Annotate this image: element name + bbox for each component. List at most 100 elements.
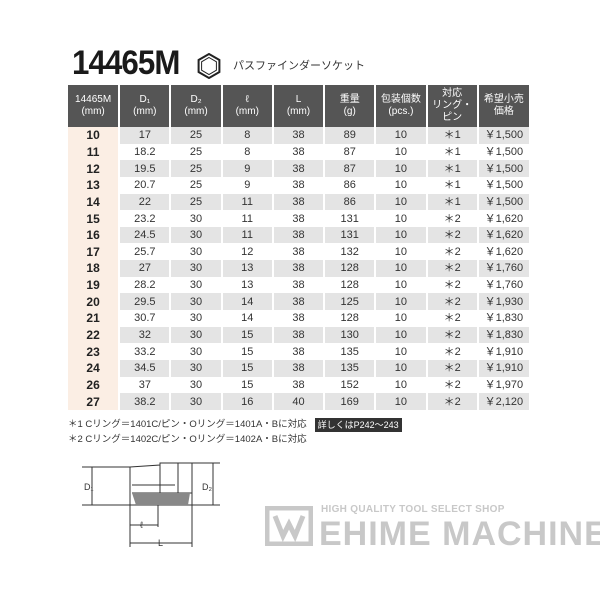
table-cell: 10 [375,193,428,211]
L-label: L [158,538,163,548]
d1-label: D₁ [84,482,94,492]
table-cell: 9 [221,160,274,177]
table-row: 15 23.2 30 11 38 131 10 ＊2 ￥1,620 [68,210,529,227]
table-cell: ＊2 [426,276,479,294]
spec-table: 14465M (mm) D₁ (mm) D₂ (mm) ℓ (mm) L (mm) 重量 (g) 包装個… [68,85,529,410]
table-cell: ￥1,970 [484,378,524,391]
table-row: 16 24.5 30 11 38 131 10 ＊2 ￥1,620 [68,226,529,244]
table-cell: 30 [170,226,223,244]
table-cell: ＊1 [426,193,479,211]
logo-mark-icon [265,506,313,546]
table-cell: 30 [170,310,223,327]
table-cell: 10 [375,359,428,377]
table-cell: 25 [170,193,223,211]
table-cell: 12 [221,243,274,261]
table-cell: 13 [221,260,274,277]
table-cell: 9 [221,176,274,194]
footnote-1: ＊1 Cリング＝1401C/ピン・Oリング＝1401A・Bに対応 [68,419,307,430]
table-row: 17 25.7 30 12 38 132 10 ＊2 ￥1,620 [68,243,529,261]
table-cell: 28.2 [119,276,172,294]
table-cell: ￥1,500 [477,193,529,211]
table-cell: 10 [375,293,428,311]
table-cell: ￥1,830 [477,326,529,344]
table-cell: 10 [375,326,428,344]
l-label: ℓ [140,520,144,530]
hexagon-socket-icon [197,53,221,79]
table-cell: 30 [170,393,223,410]
column-header: 希望小売 価格 [477,85,529,127]
size-cell: 19 [68,276,121,294]
table-cell: 38 [272,176,326,194]
table-cell: ￥1,620 [477,226,529,244]
table-cell: 10 [375,393,428,410]
table-cell: 8 [221,143,274,161]
column-header-line: (g) [343,106,356,117]
column-header: 包装個数 (pcs.) [375,85,428,127]
table-cell: 38 [272,193,326,211]
table-cell: 10 [375,143,428,161]
table-row: 11 18.2 25 8 38 87 10 ＊1 ￥1,500 [68,143,529,161]
size-cell: 27 [68,393,121,410]
table-cell: 38 [272,143,326,161]
table-cell: 30 [170,376,223,394]
table-cell: 15 [221,326,274,344]
table-cell: 10 [375,243,428,261]
column-header-line: (mm) [235,106,259,117]
size-cell: 20 [68,293,121,311]
table-cell: 10 [375,310,428,327]
table-cell: 17 [119,127,172,144]
column-header-line: 14465M [75,94,112,105]
table-cell: 135 [324,359,377,377]
table-cell: 40 [272,393,326,410]
size-cell: 22 [68,326,121,344]
table-cell: 15 [221,359,274,377]
column-header: 重量 (g) [324,85,377,127]
column-header-line: (mm) [133,106,157,117]
table-cell: ￥1,500 [484,179,524,192]
page-reference-badge: 詳しくはP242～243 [314,418,402,432]
table-cell: 30 [170,276,223,294]
table-cell: 13 [221,276,274,294]
footnote-2: ＊2 Cリング＝1402C/ピン・Oリング＝1402A・Bに対応 [68,434,307,445]
column-header-line: (mm) [184,106,208,117]
table-cell: 22 [119,193,172,211]
socket-dimension-diagram: D₁ D₂ ℓ L [82,462,220,548]
table-cell: 10 [375,160,428,177]
column-header-line: リング・ピン [432,100,473,123]
table-cell: 14 [221,293,274,311]
table-cell: ￥1,910 [477,359,529,377]
column-header-line: 重量 [339,94,360,105]
table-cell: 130 [324,326,377,344]
table-cell: 34.5 [119,359,172,377]
table-cell: 10 [375,127,428,144]
table-cell: ＊2 [426,210,479,227]
table-row: 21 30.7 30 14 38 128 10 ＊2 ￥1,830 [68,310,529,327]
column-header-line: (mm) [81,106,105,117]
table-cell: 8 [221,127,274,144]
table-cell: 11 [221,210,274,227]
table-cell: ＊2 [426,359,479,377]
table-cell: ＊2 [426,243,479,261]
size-cell: 26 [68,376,121,394]
table-row: 27 38.2 30 16 40 169 10 ＊2 ￥2,120 [68,393,529,410]
table-row: 26 37 30 15 38 152 10 ＊2 ￥1,970 [68,376,529,394]
table-cell: 16 [221,393,274,410]
table-cell: 131 [324,226,377,244]
table-cell: ＊2 [426,376,479,394]
table-row: 10 17 25 8 38 89 10 ＊1 ￥1,500 [68,127,529,144]
table-cell: 30 [170,326,223,344]
table-cell: ￥1,760 [477,260,529,277]
table-cell: 25 [170,160,223,177]
table-cell: 38.2 [119,393,172,410]
table-cell: ￥1,930 [477,293,529,311]
table-cell: 37 [119,376,172,394]
column-header: ℓ (mm) [221,85,274,127]
table-row: 19 28.2 30 13 38 128 10 ＊2 ￥1,760 [68,276,529,294]
table-cell: 86 [324,193,377,211]
size-cell: 13 [68,176,121,194]
table-cell: ￥1,760 [484,279,524,292]
table-row: 22 32 30 15 38 130 10 ＊2 ￥1,830 [68,326,529,344]
table-cell: 30 [170,210,223,227]
footnotes: ＊1 Cリング＝1401C/ピン・Oリング＝1401A・Bに対応 ＊2 Cリング… [68,417,307,447]
notes-row: ＊1 Cリング＝1401C/ピン・Oリング＝1401A・Bに対応 ＊2 Cリング… [68,417,402,447]
